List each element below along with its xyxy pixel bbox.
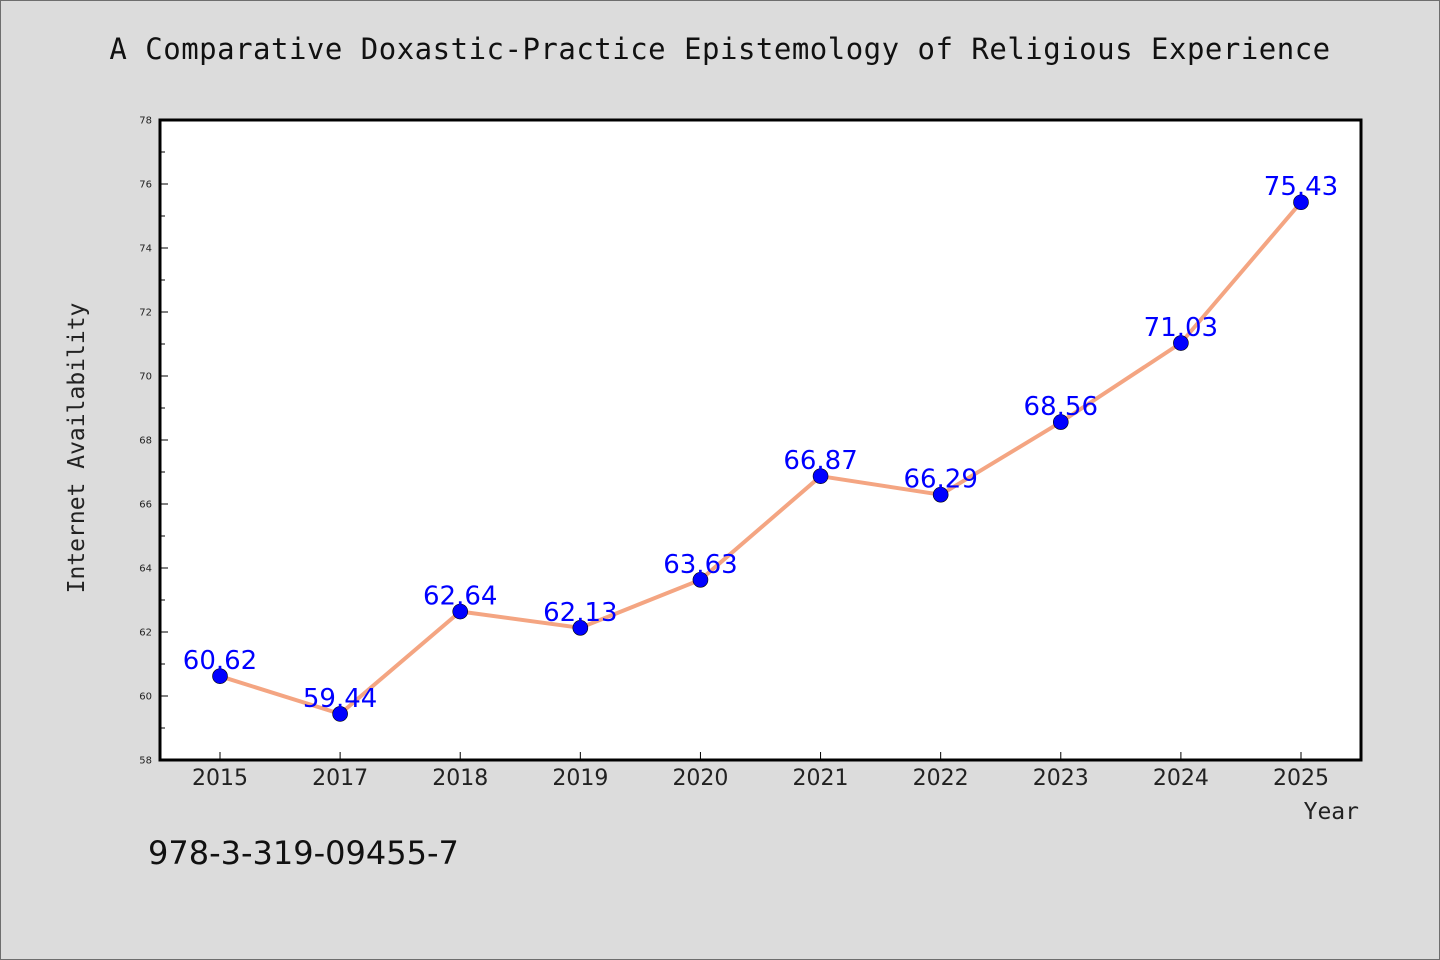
y-axis-title: Internet Availability — [64, 303, 90, 594]
x-tick-label: 2022 — [913, 766, 969, 791]
x-tick-label: 2015 — [192, 766, 248, 791]
data-label: 66.29 — [903, 465, 977, 495]
data-point — [572, 620, 589, 636]
data-label: 62.64 — [423, 582, 497, 612]
isbn-text: 978-3-319-09455-7 — [148, 834, 459, 872]
data-label: 60.62 — [183, 646, 257, 676]
data-point — [932, 486, 949, 503]
y-tick-label: 74 — [139, 244, 152, 255]
y-tick-label: 66 — [139, 500, 152, 511]
x-tick-label: 2025 — [1273, 766, 1329, 791]
data-labels: 60.62 59.44 62.64 62.13 63.63 66.87 66.29 68.56… — [183, 172, 1338, 714]
data-point — [212, 668, 228, 684]
data-point — [1052, 414, 1069, 430]
chart-title: A Comparative Doxastic-Practice Epistemo… — [109, 32, 1331, 66]
y-axis-ticks: 58 60 62 64 66 68 70 72 74 76 78 — [139, 116, 168, 767]
y-tick-label: 70 — [139, 372, 152, 383]
data-point — [692, 572, 709, 588]
x-tick-label: 2020 — [672, 766, 728, 791]
data-point — [332, 706, 348, 722]
x-tick-label: 2021 — [793, 766, 849, 791]
data-label: 75.43 — [1264, 172, 1338, 202]
x-axis-ticks: 2015 2017 2018 2019 2020 2021 2022 2023 2024 2025 — [192, 752, 1329, 791]
y-tick-label: 76 — [139, 180, 152, 191]
data-point — [1173, 335, 1189, 351]
data-label: 68.56 — [1024, 392, 1098, 422]
data-point — [1293, 194, 1309, 211]
data-label: 66.87 — [783, 446, 857, 476]
y-tick-label: 68 — [139, 436, 152, 447]
x-tick-label: 2023 — [1033, 766, 1089, 791]
y-tick-label: 72 — [139, 308, 152, 319]
data-point — [452, 603, 469, 620]
y-tick-label: 62 — [139, 628, 152, 639]
x-tick-label: 2024 — [1153, 766, 1209, 791]
data-label: 63.63 — [663, 550, 737, 580]
x-tick-label: 2018 — [432, 766, 488, 791]
plot-area — [158, 118, 1363, 762]
data-label: 71.03 — [1144, 313, 1218, 343]
x-axis-title: Year — [1304, 799, 1359, 825]
y-tick-label: 60 — [139, 692, 152, 703]
data-label: 62.13 — [543, 598, 617, 628]
y-tick-label: 64 — [139, 564, 152, 575]
y-tick-label: 78 — [139, 116, 152, 127]
series-markers — [212, 194, 1309, 722]
series-line — [219, 200, 1303, 716]
y-tick-label: 58 — [139, 756, 152, 767]
x-tick-label: 2019 — [552, 766, 608, 791]
data-label: 59.44 — [303, 684, 377, 714]
x-tick-label: 2017 — [312, 766, 368, 791]
data-point — [812, 468, 829, 484]
